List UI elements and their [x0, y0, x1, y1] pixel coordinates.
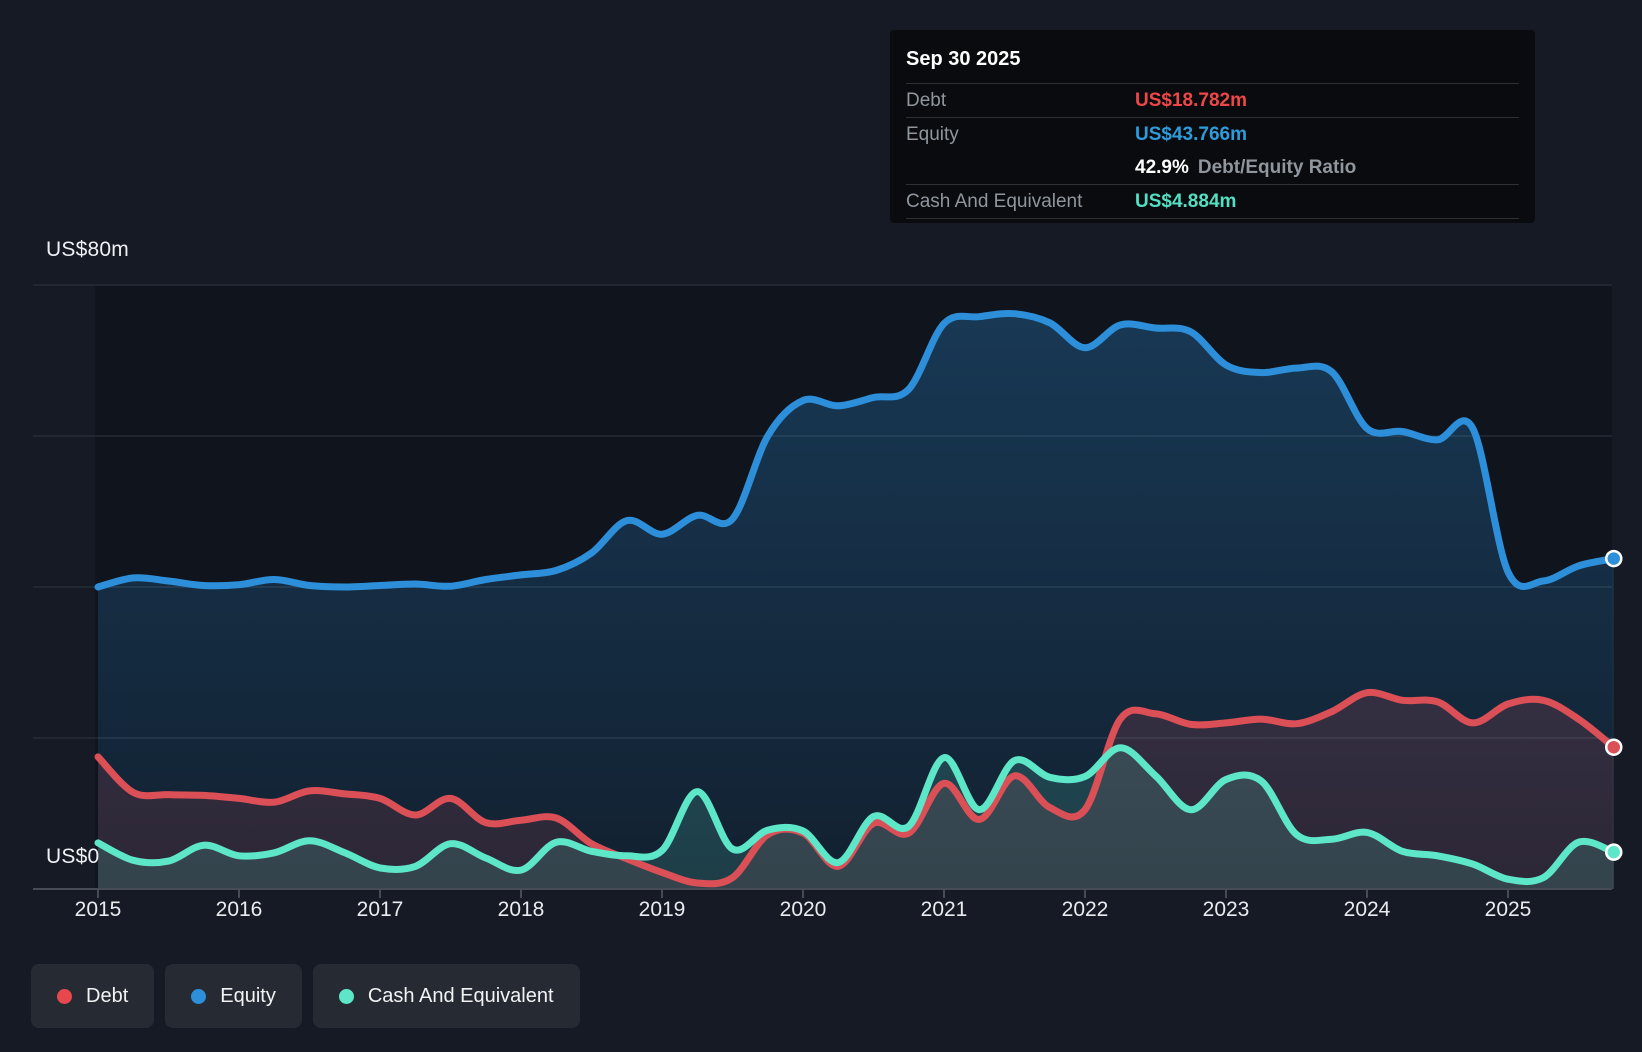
x-axis-label-2025: 2025: [1484, 898, 1532, 921]
legend-cash-label: Cash And Equivalent: [367, 984, 554, 1007]
debt-endpoint-marker: [1605, 738, 1623, 756]
tooltip-cash-label: Cash And Equivalent: [906, 190, 1083, 212]
tooltip-debt-label: Debt: [906, 89, 947, 111]
chart-legend: Debt Equity Cash And Equivalent: [31, 964, 580, 1028]
equity-endpoint-marker: [1605, 549, 1623, 568]
x-axis-label-2018: 2018: [497, 898, 545, 921]
cash-and-equivalent-line: [94, 744, 1618, 886]
y-axis-label-80m: US$80m: [46, 238, 129, 261]
tooltip-ratio-label: Debt/Equity Ratio: [1197, 156, 1357, 178]
legend-item-equity[interactable]: Equity: [165, 964, 302, 1028]
legend-equity-label: Equity: [220, 984, 276, 1007]
cash-dot-icon: [338, 988, 354, 1004]
y-axis-label-0: US$0: [46, 845, 100, 868]
x-axis-label-2023: 2023: [1202, 898, 1250, 921]
x-axis-label-2021: 2021: [920, 898, 968, 921]
x-axis-label-2019: 2019: [638, 898, 686, 921]
legend-item-cash[interactable]: Cash And Equivalent: [312, 964, 580, 1028]
equity-line: [94, 309, 1618, 591]
x-axis-label-2024: 2024: [1343, 898, 1391, 921]
legend-debt-label: Debt: [86, 984, 129, 1007]
tooltip-equity-row: Equity US$43.766m: [906, 118, 1519, 151]
tooltip-cash-value: US$4.884m: [1135, 190, 1237, 212]
x-axis-label-2017: 2017: [356, 898, 404, 921]
x-axis-label-2020: 2020: [779, 898, 827, 921]
x-axis-label-2022: 2022: [1061, 898, 1109, 921]
x-axis-label-2016: 2016: [215, 898, 263, 921]
debt-dot-icon: [57, 988, 72, 1004]
chart-tooltip: Sep 30 2025 Debt US$18.782m Equity US$43…: [890, 30, 1535, 223]
tooltip-ratio-value: 42.9%: [1135, 156, 1189, 178]
cash-and-equivalent-endpoint-marker: [1605, 843, 1623, 861]
tooltip-debt-value: US$18.782m: [1135, 89, 1247, 111]
tooltip-equity-label: Equity: [906, 123, 959, 145]
legend-item-debt[interactable]: Debt: [31, 964, 155, 1028]
x-axis-label-2015: 2015: [74, 898, 122, 921]
cash-and-equivalent-area: [98, 747, 1614, 889]
tooltip-date: Sep 30 2025: [906, 38, 1519, 84]
tooltip-ratio-row: 42.9% Debt/Equity Ratio: [906, 151, 1519, 185]
equity-dot-icon: [191, 988, 207, 1004]
tooltip-equity-value: US$43.766m: [1135, 123, 1247, 145]
debt-line: [94, 688, 1618, 888]
tooltip-cash-row: Cash And Equivalent US$4.884m: [906, 185, 1519, 219]
tooltip-debt-row: Debt US$18.782m: [906, 84, 1519, 118]
